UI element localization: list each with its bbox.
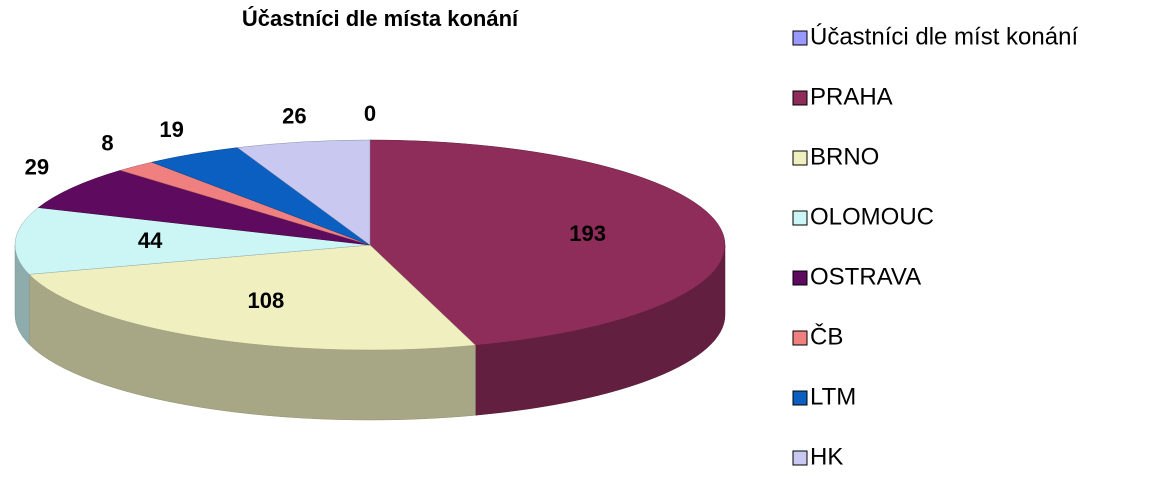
chart-title: Účastníci dle místa konání	[242, 6, 519, 31]
legend-swatch	[792, 450, 808, 466]
slice	[236, 139, 371, 246]
legend-swatch	[792, 390, 808, 406]
legend-label: PRAHA	[810, 83, 893, 110]
legend-label: ČB	[810, 322, 843, 350]
legend-swatch	[792, 210, 808, 226]
legend-label: Účastníci dle míst konání	[810, 23, 1078, 50]
legend-label: OLOMOUC	[810, 203, 934, 230]
legend-swatch	[792, 270, 808, 286]
data-label: 29	[25, 155, 49, 180]
data-label: 108	[247, 288, 284, 313]
data-label: 0	[364, 101, 376, 126]
legend-label: BRNO	[810, 143, 879, 170]
legend-label: HK	[810, 443, 843, 470]
data-label: 193	[569, 221, 606, 246]
slice	[28, 244, 477, 351]
slice	[37, 170, 371, 246]
slice	[14, 207, 371, 275]
data-label: 8	[101, 130, 113, 155]
data-label: 44	[138, 228, 163, 253]
legend-label: LTM	[810, 383, 856, 410]
data-label: 19	[159, 117, 183, 142]
data-label: 26	[282, 103, 306, 128]
legend-swatch	[792, 330, 808, 346]
legend-label: OSTRAVA	[810, 263, 921, 290]
legend-swatch	[792, 30, 808, 46]
legend-swatch	[792, 150, 808, 166]
slice	[369, 139, 726, 346]
legend-swatch	[792, 90, 808, 106]
